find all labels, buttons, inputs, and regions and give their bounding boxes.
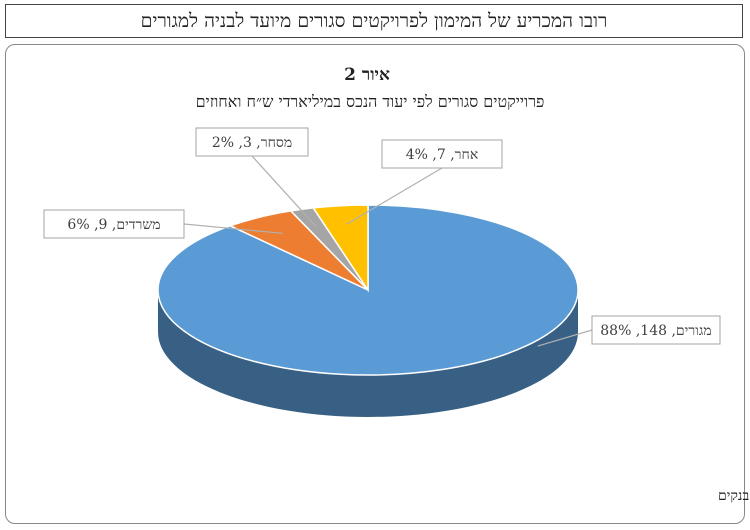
source-note: מקור : דיווחי הבנקים ועיבודי הפיקוח על ה… <box>718 488 750 504</box>
label-layer: מגורים, 148, 88% משרדים, 9, 6% מסחר, 3, 2%… <box>43 127 721 347</box>
data-label-מסחר: מסחר, 3, 2% <box>212 135 292 151</box>
data-label-משרדים: משרדים, 9, 6% <box>67 217 160 233</box>
label-box-אחר <box>381 139 503 169</box>
figure-label: איור 2 <box>344 65 390 85</box>
pie-slice-אחר <box>312 204 369 293</box>
leader-line-מסחר <box>251 155 317 228</box>
leader-line-מגורים <box>537 329 593 347</box>
label-box-מסחר <box>195 127 309 157</box>
label-box-מגורים <box>591 315 721 345</box>
data-label-מגורים: מגורים, 148, 88% <box>600 323 711 339</box>
pie-layer <box>157 204 579 417</box>
page-headline: רובו המכריע של המימון לפרויקטים סגורים מ… <box>5 4 743 38</box>
leader-line-משרדים <box>183 223 284 234</box>
chart-title: פרוייקטים סגורים לפי יעוד הנכס במיליארדי… <box>196 92 545 111</box>
label-box-משרדים <box>43 209 185 239</box>
leader-line-אחר <box>346 167 443 225</box>
pie-side-מגורים <box>158 290 578 417</box>
data-label-אחר: אחר, 7, 4% <box>406 147 479 163</box>
